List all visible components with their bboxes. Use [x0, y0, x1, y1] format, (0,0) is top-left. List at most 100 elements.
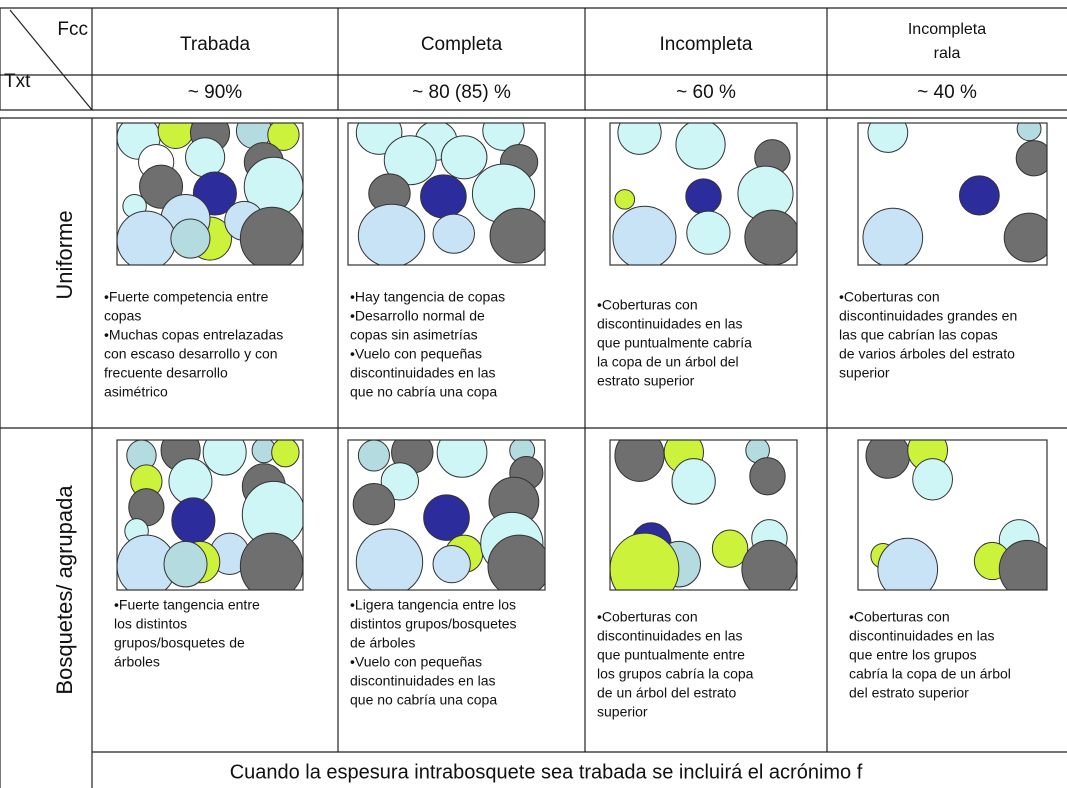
cell-description: discontinuidades grandes en: [839, 308, 1017, 324]
column-title: Incompleta: [660, 34, 753, 55]
cell-description: de varios árboles del estrato: [839, 346, 1015, 362]
cell-description: •Hay tangencia de copas: [350, 289, 505, 305]
plot-frame: [347, 122, 546, 266]
cell-description: distintos grupos/bosquetes: [350, 616, 517, 632]
cell-description: superior: [839, 365, 890, 381]
plot-frame: [116, 122, 304, 266]
cell-description: del estrato superior: [849, 685, 969, 701]
cell-description: grupos/bosquetes de: [114, 635, 245, 651]
tree-crown: [432, 213, 475, 254]
cell-description: •Ligera tangencia entre los: [350, 597, 516, 613]
tree-crown: [686, 210, 731, 255]
tree-crown: [617, 123, 662, 155]
corner-bottom: Txt: [4, 71, 31, 92]
tree-crown: [117, 210, 177, 265]
tree-crown: [998, 539, 1047, 590]
tree-crown: [862, 207, 924, 265]
tree-crown: [168, 458, 213, 505]
tree-crown: [170, 218, 211, 259]
cell-description: copas sin asimetrías: [350, 327, 478, 343]
cell-description: asimétrico: [104, 384, 168, 400]
tree-crown: [420, 174, 467, 219]
tree-crown: [139, 164, 184, 209]
tree-crown: [352, 482, 396, 526]
cell-description: •Coberturas con: [597, 609, 698, 625]
tree-crown: [749, 457, 786, 496]
tree-crown: [357, 203, 426, 265]
tree-crown: [487, 534, 545, 590]
cell-description: •Coberturas con: [839, 289, 940, 305]
tree-crown: [423, 494, 470, 541]
tree-crown: [267, 123, 300, 151]
tree-crown: [711, 529, 749, 568]
cell-description: discontinuidades en las: [350, 365, 496, 381]
tree-crown: [440, 135, 488, 180]
corner-diagonal: [9, 9, 93, 111]
tree-crown: [614, 189, 636, 210]
cell-description: •Muchas copas entrelazadas: [104, 327, 283, 343]
plot-frame: [609, 439, 798, 591]
tree-crown: [685, 178, 722, 215]
cell-description: la copa de un árbol del: [597, 354, 739, 370]
tree-crown: [489, 207, 545, 264]
cell-description: que no cabría una copa: [350, 384, 497, 400]
tree-crown: [1016, 123, 1042, 142]
cell-description: cabría la copa de un árbol: [849, 666, 1011, 682]
cell-description: las que cabrían las copas: [839, 327, 998, 343]
column-title: Incompleta: [908, 21, 986, 38]
corner-top: Fcc: [57, 19, 88, 40]
tree-crown: [271, 440, 300, 468]
cell-description: de árboles: [350, 635, 415, 651]
tree-crown: [867, 123, 909, 153]
column-cover: ~ 40 %: [917, 82, 977, 103]
cell-description: que puntualmente entre: [597, 647, 745, 663]
tree-crown: [1015, 140, 1047, 177]
tree-crown: [671, 458, 716, 505]
cell-description: estrato superior: [597, 373, 695, 389]
column-cover: ~ 90%: [188, 82, 243, 103]
row-label: Bosquetes/ agrupada: [52, 485, 77, 695]
column-cover: ~ 60 %: [676, 82, 736, 103]
plot-frame: [857, 439, 1048, 591]
cell-description: discontinuidades en las: [350, 673, 496, 689]
tree-crown: [1003, 212, 1047, 263]
tree-crown: [171, 497, 216, 544]
cell-description: que no cabría una copa: [350, 692, 497, 708]
tree-crown: [202, 440, 247, 476]
column-cover: ~ 80 (85) %: [412, 82, 511, 103]
cell-description: discontinuidades en las: [849, 628, 995, 644]
cell-description: con escaso desarrollo y con: [104, 346, 278, 362]
cell-description: •Coberturas con: [597, 297, 698, 313]
cell-description: copas: [104, 308, 141, 324]
tree-crown: [958, 175, 1000, 216]
cell-description: de un árbol del estrato: [597, 685, 737, 701]
plot-frame: [347, 439, 546, 591]
tree-crown: [163, 540, 208, 588]
column-title: Completa: [421, 34, 503, 55]
tree-crown: [357, 440, 390, 472]
cell-description: los distintos: [114, 616, 187, 632]
tree-crown: [239, 206, 303, 265]
row-label: Uniforme: [52, 210, 77, 299]
plot-frame: [609, 122, 798, 266]
column-title: Trabada: [180, 34, 250, 55]
cell-description: superior: [597, 704, 648, 720]
cell-description: •Vuelo con pequeñas: [350, 654, 482, 670]
cell-description: que entre los grupos: [849, 647, 977, 663]
tree-crown: [380, 462, 420, 501]
tree-crown: [383, 135, 437, 186]
tree-crown: [675, 123, 726, 170]
tree-crown: [185, 137, 226, 178]
cell-description: •Fuerte competencia entre: [104, 289, 269, 305]
tree-crown: [432, 545, 471, 584]
cell-description: •Vuelo con pequeñas: [350, 346, 482, 362]
tree-crown: [610, 532, 680, 590]
tree-crown: [744, 209, 797, 265]
cell-description: •Fuerte tangencia entre: [114, 597, 260, 613]
footer-note: Cuando la espesura intrabosquete sea tra…: [230, 761, 863, 783]
plot-frame: [116, 439, 304, 591]
tree-crown: [877, 537, 939, 590]
tree-crown: [912, 458, 954, 501]
tree-crown: [239, 532, 303, 590]
